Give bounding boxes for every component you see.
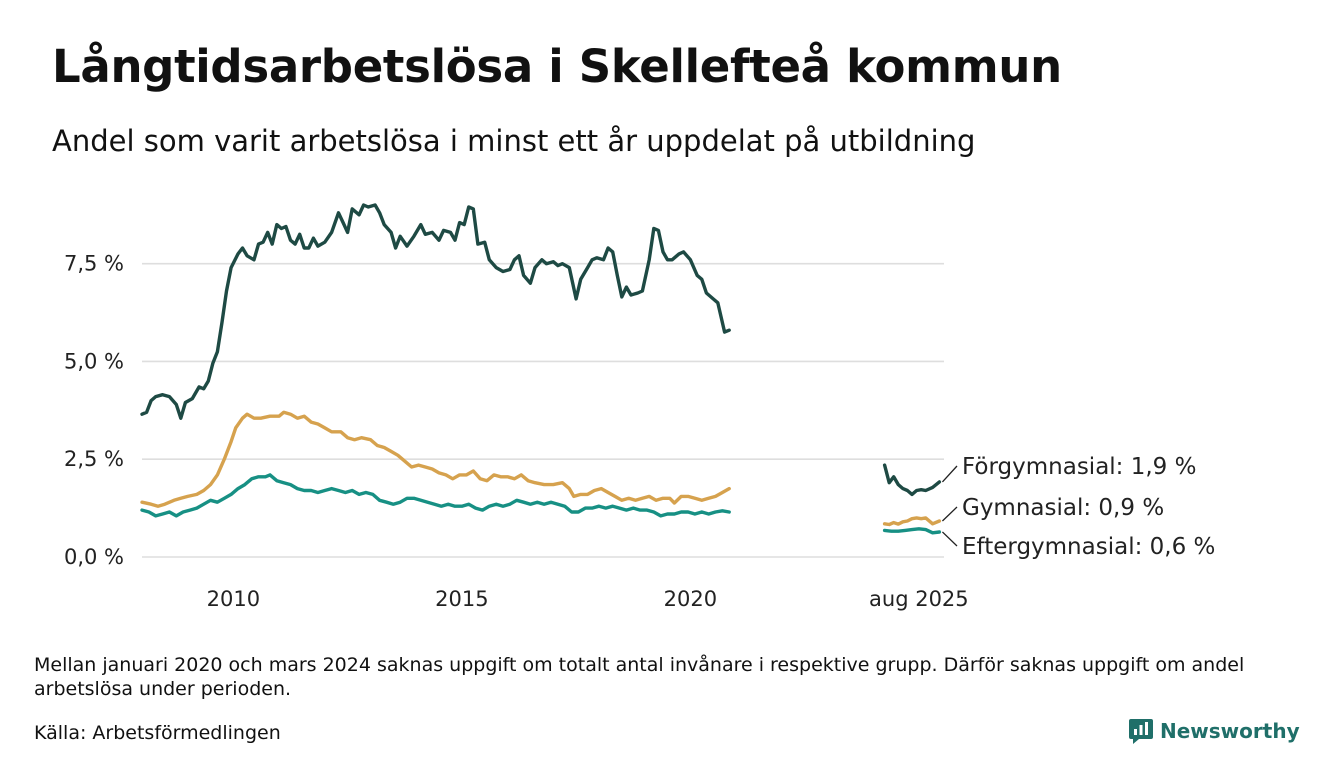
series-lines bbox=[140, 203, 942, 535]
chart-title: Långtidsarbetslösa i Skellefteå kommun bbox=[52, 40, 1062, 93]
y-tick-label: 5,0 % bbox=[64, 349, 124, 373]
newsworthy-logo-icon bbox=[1129, 719, 1153, 744]
series-line-gymnasial bbox=[882, 516, 942, 527]
source-note: Källa: Arbetsförmedlingen bbox=[34, 722, 281, 744]
label-leader bbox=[941, 465, 958, 483]
x-tick-label: 2020 bbox=[664, 587, 717, 611]
gridlines bbox=[142, 262, 944, 558]
brand-name: Newsworthy bbox=[1160, 719, 1300, 743]
chart-subtitle: Andel som varit arbetslösa i minst ett å… bbox=[52, 124, 976, 158]
series-line-eftergymnasial bbox=[140, 473, 731, 518]
x-tick-label: 2015 bbox=[435, 587, 488, 611]
series-label-eftergymnasial: Eftergymnasial: 0,6 % bbox=[962, 534, 1215, 560]
series-label-gymnasial: Gymnasial: 0,9 % bbox=[962, 495, 1164, 521]
series-line-eftergymnasial bbox=[882, 527, 942, 535]
x-tick-label: 2010 bbox=[207, 587, 260, 611]
series-line-förgymnasial bbox=[140, 203, 731, 420]
x-tick-label: aug 2025 bbox=[869, 587, 969, 611]
y-tick-label: 0,0 % bbox=[64, 545, 124, 569]
series-labels: Förgymnasial: 1,9 % Gymnasial: 0,9 % Efter… bbox=[941, 454, 1215, 560]
label-leader bbox=[941, 531, 958, 547]
line-chart: 0,0 % 2,5 % 5,0 % 7,5 % 2010 2015 2020 aug 202… bbox=[64, 203, 1215, 611]
series-line-gymnasial bbox=[140, 410, 731, 508]
series-label-förgymnasial: Förgymnasial: 1,9 % bbox=[962, 454, 1196, 480]
footnote: Mellan januari 2020 och mars 2024 saknas… bbox=[34, 654, 1245, 700]
y-axis: 0,0 % 2,5 % 5,0 % 7,5 % bbox=[64, 252, 124, 569]
label-leader bbox=[941, 506, 958, 522]
y-tick-label: 7,5 % bbox=[64, 252, 124, 276]
newsworthy-logo: Newsworthy bbox=[1128, 717, 1300, 745]
x-axis: 2010 2015 2020 aug 2025 bbox=[207, 587, 969, 611]
series-line-förgymnasial bbox=[882, 463, 942, 497]
y-tick-label: 2,5 % bbox=[64, 447, 124, 471]
